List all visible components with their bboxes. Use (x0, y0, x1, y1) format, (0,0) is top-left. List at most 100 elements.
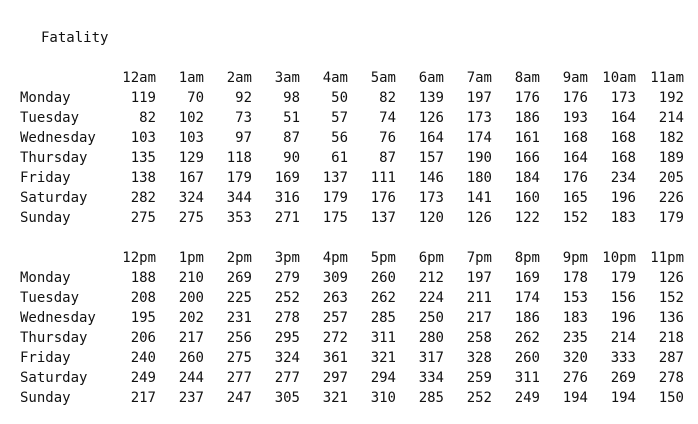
fatality-count-cell: 211 (466, 290, 492, 306)
fatality-count-cell: 206 (130, 330, 156, 346)
fatality-count-cell: 252 (274, 290, 300, 306)
fatality-count-cell: 138 (130, 170, 156, 186)
table-row: Sunday 275 275 353 271 175 137 120 126 122 152 183 1… (20, 208, 684, 228)
fatality-count-cell: 161 (514, 130, 540, 146)
fatality-count-cell: 102 (178, 110, 204, 126)
fatality-count-cell: 260 (514, 350, 540, 366)
fatality-count-cell: 208 (130, 290, 156, 306)
fatality-count-cell: 51 (283, 110, 300, 126)
fatality-count-cell: 269 (226, 270, 252, 286)
day-label: Sunday (20, 210, 71, 226)
fatality-count-cell: 252 (466, 390, 492, 406)
fatality-count-cell: 179 (322, 190, 348, 206)
fatality-count-cell: 257 (322, 310, 348, 326)
hour-header: 8am (514, 70, 540, 86)
day-label: Thursday (20, 330, 88, 346)
day-label: Friday (20, 350, 71, 366)
day-label: Monday (20, 90, 71, 106)
hour-header: 9pm (562, 250, 588, 266)
fatality-count-cell: 179 (658, 210, 684, 226)
fatality-count-cell: 353 (226, 210, 252, 226)
fatality-count-cell: 152 (562, 210, 588, 226)
fatality-count-cell: 174 (514, 290, 540, 306)
fatality-count-cell: 333 (610, 350, 636, 366)
fatality-count-cell: 126 (418, 110, 444, 126)
fatality-count-cell: 214 (658, 110, 684, 126)
fatality-count-cell: 275 (178, 210, 204, 226)
fatality-count-cell: 195 (130, 310, 156, 326)
fatality-count-cell: 168 (562, 130, 588, 146)
fatality-count-cell: 61 (331, 150, 348, 166)
day-label: Saturday (20, 370, 88, 386)
day-label: Thursday (20, 150, 88, 166)
fatality-count-cell: 82 (139, 110, 156, 126)
fatality-count-cell: 297 (322, 370, 348, 386)
fatality-count-cell: 217 (466, 310, 492, 326)
fatality-count-cell: 167 (178, 170, 204, 186)
fatality-count-cell: 189 (658, 150, 684, 166)
fatality-count-cell: 320 (562, 350, 588, 366)
hour-header: 7am (466, 70, 492, 86)
fatality-count-cell: 169 (514, 270, 540, 286)
day-label: Sunday (20, 390, 71, 406)
hour-header: 5pm (370, 250, 396, 266)
fatality-count-cell: 50 (331, 90, 348, 106)
fatality-count-cell: 120 (418, 210, 444, 226)
fatality-count-cell: 269 (610, 370, 636, 386)
fatality-count-cell: 70 (187, 90, 204, 106)
fatality-count-cell: 210 (178, 270, 204, 286)
fatality-count-cell: 186 (514, 310, 540, 326)
fatality-count-cell: 310 (370, 390, 396, 406)
fatality-count-cell: 234 (610, 170, 636, 186)
fatality-count-cell: 156 (610, 290, 636, 306)
table-row: Thursday 135 129 118 90 61 87 157 190 166 164 168 18… (20, 148, 684, 168)
fatality-count-cell: 150 (658, 390, 684, 406)
fatality-count-cell: 250 (418, 310, 444, 326)
fatality-count-cell: 249 (514, 390, 540, 406)
hour-header: 9am (562, 70, 588, 86)
fatality-count-cell: 285 (418, 390, 444, 406)
fatality-count-cell: 316 (274, 190, 300, 206)
fatality-count-cell: 214 (610, 330, 636, 346)
fatality-count-cell: 311 (514, 370, 540, 386)
day-label: Saturday (20, 190, 88, 206)
fatality-count-cell: 126 (466, 210, 492, 226)
fatality-count-cell: 182 (658, 130, 684, 146)
fatality-count-cell: 173 (466, 110, 492, 126)
fatality-count-cell: 218 (658, 330, 684, 346)
fatality-count-cell: 98 (283, 90, 300, 106)
fatality-count-cell: 277 (274, 370, 300, 386)
fatality-count-cell: 271 (274, 210, 300, 226)
fatality-count-cell: 240 (130, 350, 156, 366)
fatality-count-cell: 197 (466, 90, 492, 106)
table-row: Wednesday 103 103 97 87 56 76 164 174 161 168 168 18… (20, 128, 684, 148)
hour-header: 11am (650, 70, 684, 86)
fatality-count-cell: 263 (322, 290, 348, 306)
table-row: Thursday 206 217 256 295 272 311 280 258 262 235 21… (20, 328, 684, 348)
hour-header: 8pm (514, 250, 540, 266)
hour-header-row: 12am 1am 2am 3am 4am 5am 6am 7am 8am 9am 10am 11am (20, 68, 684, 88)
fatality-count-cell: 279 (274, 270, 300, 286)
table-row: Friday 138 167 179 169 137 111 146 180 184 176 234 2… (20, 168, 684, 188)
fatality-count-cell: 176 (370, 190, 396, 206)
fatality-count-cell: 212 (418, 270, 444, 286)
fatality-count-cell: 164 (610, 110, 636, 126)
fatality-count-cell: 183 (610, 210, 636, 226)
hour-header: 3pm (274, 250, 300, 266)
fatality-count-cell: 276 (562, 370, 588, 386)
fatality-count-cell: 217 (178, 330, 204, 346)
hour-header: 6am (418, 70, 444, 86)
fatality-count-cell: 249 (130, 370, 156, 386)
fatality-count-cell: 272 (322, 330, 348, 346)
fatality-count-cell: 192 (658, 90, 684, 106)
fatality-count-cell: 235 (562, 330, 588, 346)
fatality-count-cell: 176 (562, 90, 588, 106)
fatality-count-cell: 321 (322, 390, 348, 406)
hour-header: 10pm (602, 250, 636, 266)
fatality-count-cell: 164 (418, 130, 444, 146)
table-row: Sunday 217 237 247 305 321 310 285 252 249 194 194 1… (20, 388, 684, 408)
hour-header: 12pm (122, 250, 156, 266)
fatality-count-cell: 321 (370, 350, 396, 366)
day-label: Tuesday (20, 290, 80, 306)
fatality-count-cell: 226 (658, 190, 684, 206)
